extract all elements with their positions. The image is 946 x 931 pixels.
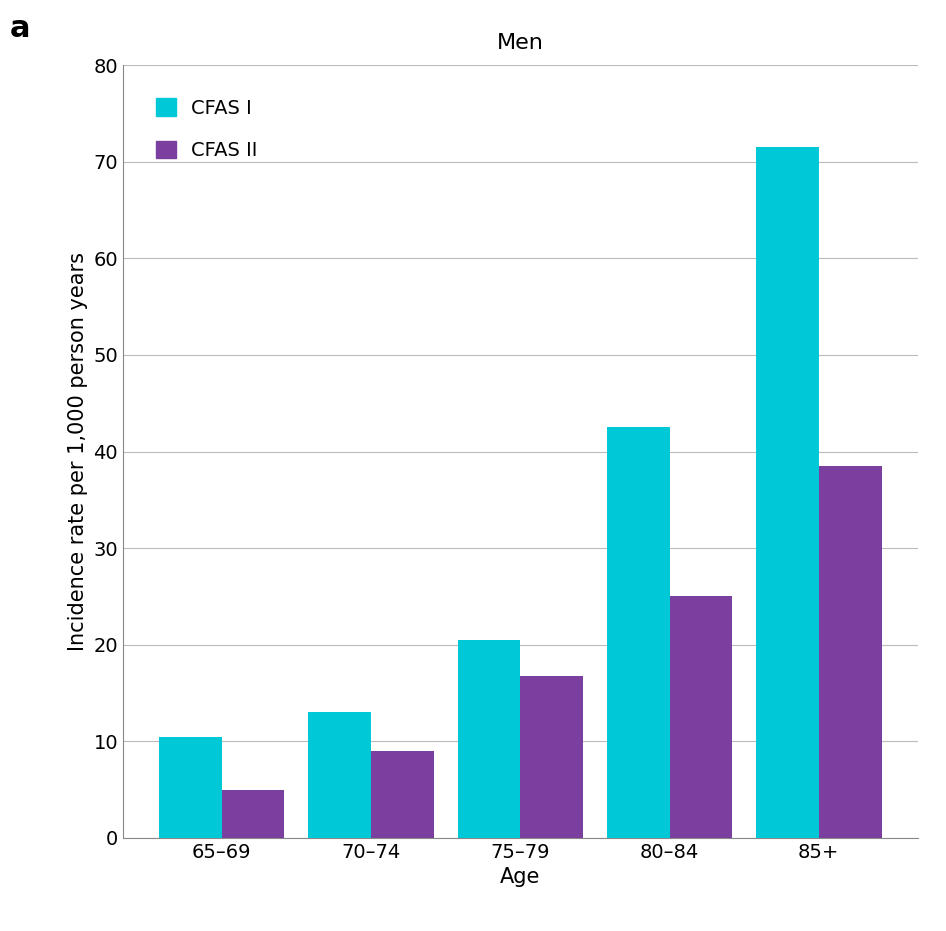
Bar <box>756 147 819 838</box>
Bar <box>520 676 583 838</box>
Bar <box>221 789 285 838</box>
Bar <box>458 640 520 838</box>
Bar <box>670 597 732 838</box>
Bar <box>308 712 371 838</box>
X-axis label: Age: Age <box>500 868 540 887</box>
Title: Men: Men <box>497 33 544 52</box>
Bar <box>819 466 882 838</box>
Legend: CFAS I, CFAS II: CFAS I, CFAS II <box>141 83 273 176</box>
Bar <box>371 751 433 838</box>
Bar <box>159 737 221 838</box>
Bar <box>607 427 670 838</box>
Y-axis label: Incidence rate per 1,000 person years: Incidence rate per 1,000 person years <box>68 252 88 651</box>
Text: a: a <box>9 14 30 43</box>
